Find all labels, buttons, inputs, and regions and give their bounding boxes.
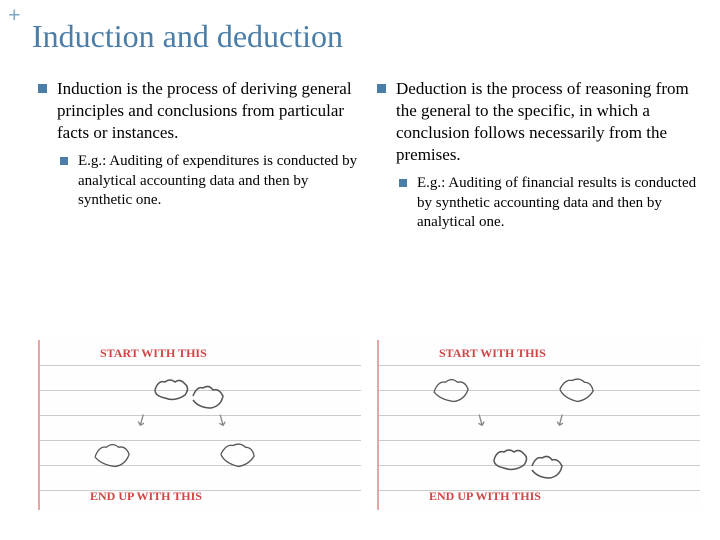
- left-main-item: Induction is the process of deriving gen…: [38, 78, 361, 144]
- bullet-icon: [60, 157, 68, 165]
- arrow-icon: ↙: [131, 408, 153, 432]
- bullet-icon: [38, 84, 47, 93]
- sketch-top-label: START WITH THIS: [100, 346, 207, 361]
- slide-title: Induction and deduction: [32, 18, 343, 55]
- right-sub-item: E.g.: Auditing of financial results is c…: [399, 174, 700, 233]
- left-column: Induction is the process of deriving gen…: [38, 78, 361, 233]
- right-main-item: Deduction is the process of reasoning fr…: [377, 78, 700, 166]
- right-sub-text: E.g.: Auditing of financial results is c…: [417, 174, 700, 233]
- right-sketch: START WITH THIS END UP WITH THIS ↘ ↙: [377, 340, 700, 510]
- left-sketch: START WITH THIS END UP WITH THIS ↙ ↘: [38, 340, 361, 510]
- hand-sketch-icon: [554, 370, 599, 405]
- left-main-text: Induction is the process of deriving gen…: [57, 78, 361, 144]
- bullet-icon: [377, 84, 386, 93]
- sketch-top-label: START WITH THIS: [439, 346, 546, 361]
- left-sub-item: E.g.: Auditing of expenditures is conduc…: [60, 152, 361, 211]
- bullet-icon: [399, 179, 407, 187]
- sketch-bottom-label: END UP WITH THIS: [90, 489, 202, 504]
- right-main-text: Deduction is the process of reasoning fr…: [396, 78, 700, 166]
- arrow-icon: ↙: [550, 408, 572, 432]
- sketch-bottom-label: END UP WITH THIS: [429, 489, 541, 504]
- hand-sketch-icon: [524, 448, 569, 483]
- hand-sketch-icon: [215, 435, 260, 470]
- arrow-icon: ↘: [470, 408, 492, 432]
- sketch-row: START WITH THIS END UP WITH THIS ↙ ↘ STA…: [38, 340, 700, 510]
- content-columns: Induction is the process of deriving gen…: [38, 78, 700, 233]
- plus-decorator: +: [8, 2, 21, 28]
- right-column: Deduction is the process of reasoning fr…: [377, 78, 700, 233]
- hand-sketch-icon: [90, 435, 135, 470]
- left-sub-text: E.g.: Auditing of expenditures is conduc…: [78, 152, 361, 211]
- hand-sketch-icon: [185, 378, 230, 413]
- hand-sketch-icon: [429, 370, 474, 405]
